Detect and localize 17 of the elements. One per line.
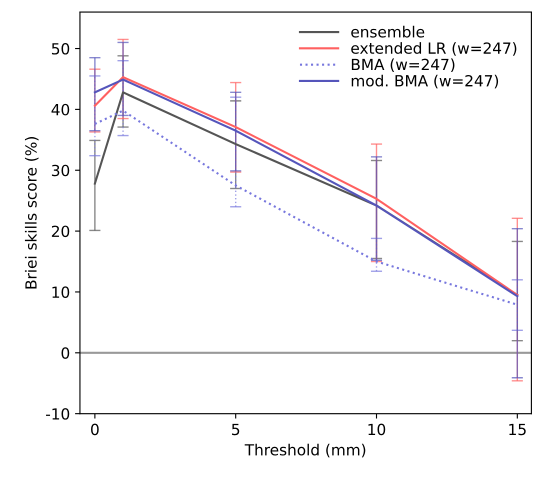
y-tick-label: 30 [52,164,70,176]
x-tick-label: 15 [509,424,526,436]
legend-label: ensemble [351,26,424,38]
x-tick-label: 10 [368,424,386,436]
legend-label: BMA (w=247) [352,58,454,72]
y-tick-label: 50 [52,43,70,55]
y-tick-label: 20 [52,226,70,238]
legend-label: extended LR (w=247) [351,42,516,56]
y-tick-label: 10 [52,286,70,298]
y-tick-label: 40 [52,104,70,116]
y-tick-label: 0 [62,347,70,359]
x-axis-title: Threshold (mm) [244,444,366,458]
legend-label: mod. BMA (w=247) [352,74,498,88]
y-axis-title: Briei skills score (%) [24,137,39,288]
y-tick-label: -10 [46,408,70,420]
x-tick-label: 5 [232,424,240,436]
x-tick-label: 0 [91,424,99,436]
